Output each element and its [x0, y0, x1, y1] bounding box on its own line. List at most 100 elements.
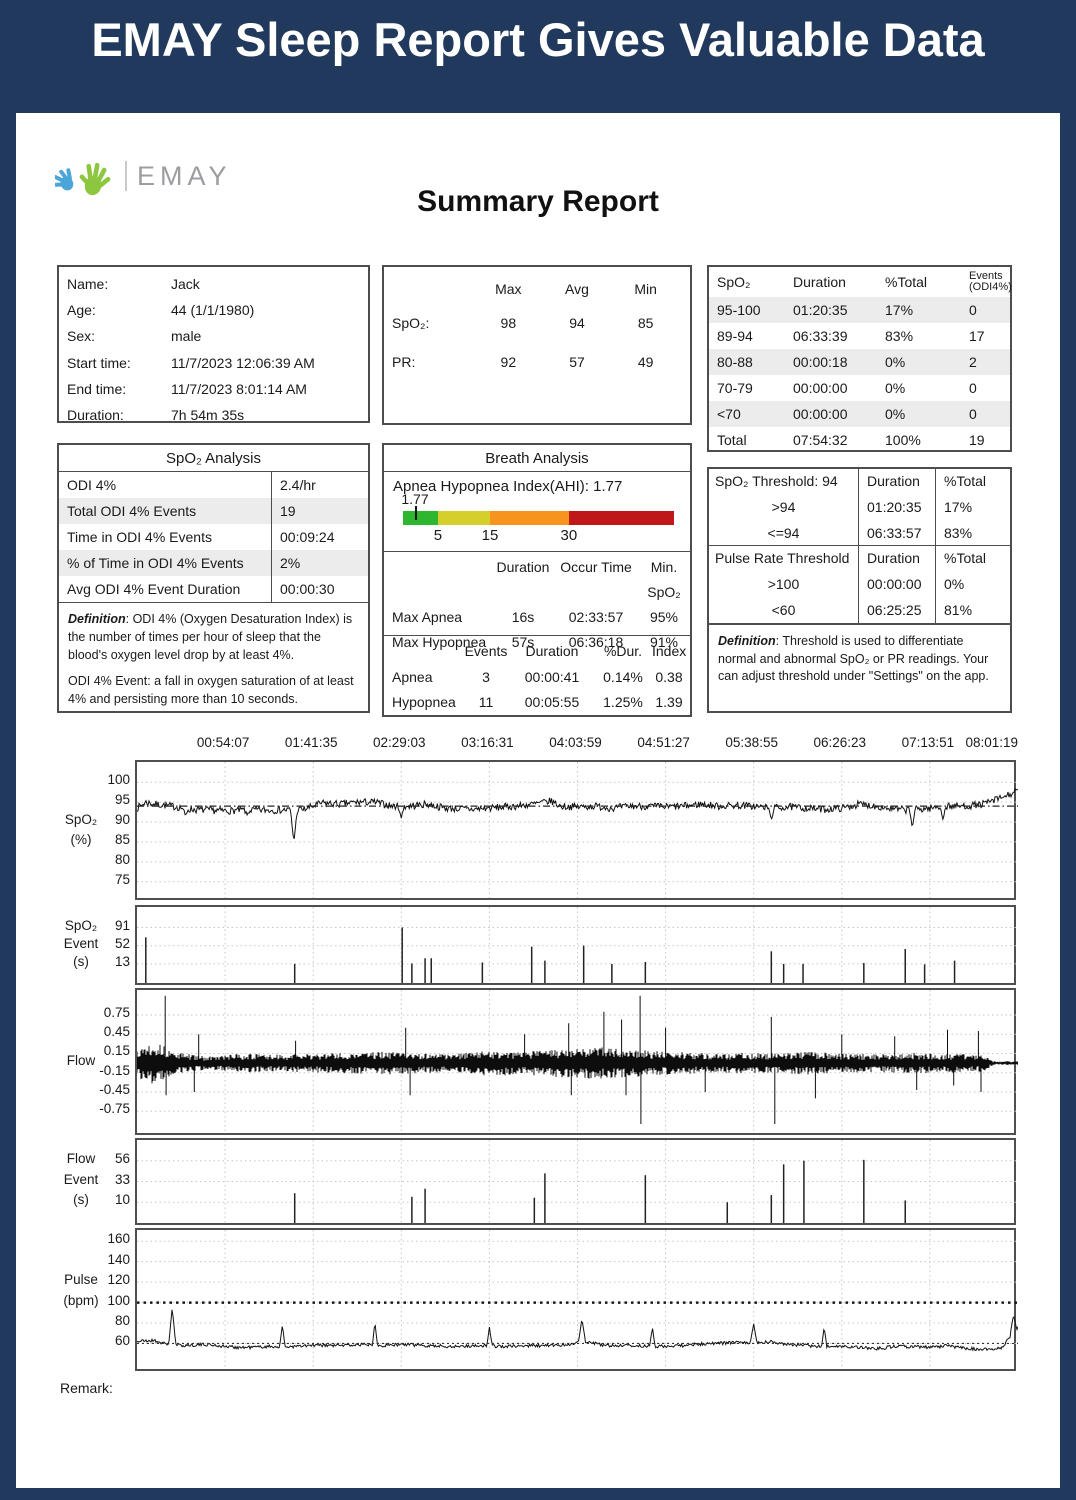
patient-field-label: Sex:: [67, 328, 96, 345]
thr-header-total: %Total: [944, 473, 987, 489]
dist-cell: 00:00:00: [793, 380, 848, 396]
logo-brand-text: EMAY: [137, 160, 232, 191]
ahi-scale-segment: [489, 511, 569, 525]
analysis-row-label: Avg ODI 4% Event Duration: [67, 581, 241, 597]
logo-divider: [125, 161, 127, 191]
y-tick-label: 60: [114, 1333, 130, 1349]
patient-field-value: Jack: [171, 276, 200, 292]
analysis-row-label: Time in ODI 4% Events: [67, 529, 212, 545]
patient-field-label: Name:: [67, 276, 109, 292]
chart-plot-flow: [135, 988, 1018, 1135]
analysis-row-value: 00:09:24: [271, 524, 368, 550]
dist-cell: 0: [969, 302, 977, 318]
ahi-scale-tick-label: 30: [560, 527, 578, 544]
y-tick-label: 85: [114, 831, 130, 847]
thr-row-duration: 00:00:00: [859, 572, 936, 598]
thr-row-range: >94: [709, 494, 859, 521]
time-axis-label: 06:26:23: [813, 735, 867, 750]
dist-table-row: 80-88 00:00:18 0% 2: [709, 349, 1010, 375]
time-axis-label: 00:54:07: [196, 735, 250, 750]
chart-gutter-spo2-trend: SpO₂ (%) 100 95 90 85 80 75: [60, 760, 135, 900]
thr-row-total: 17%: [944, 498, 973, 515]
y-tick-label: 52: [114, 935, 130, 951]
dist-cell: 0%: [885, 354, 906, 370]
chart-gutter-spo2-events: SpO₂ Event (s) 91 52 13: [60, 905, 135, 985]
emay-logo-hands-icon: [55, 162, 111, 196]
dist-cell: <70: [717, 406, 741, 422]
spo2-analysis-title: SpO₂ Analysis: [59, 445, 368, 472]
analysis-row: Avg ODI 4% Event Duration 00:00:30: [59, 576, 368, 602]
dist-cell: 17: [969, 328, 985, 344]
y-tick-label: 0.15: [103, 1043, 130, 1059]
vitals-spo2-avg: 94: [569, 315, 585, 331]
analysis-row: Time in ODI 4% Events 00:09:24: [59, 524, 368, 550]
y-tick-label: 10: [114, 1192, 130, 1208]
chart-plot-pulse: [135, 1228, 1018, 1371]
chart-panel-spo2-events: SpO₂ Event (s) 91 52 13: [60, 905, 1032, 985]
ahi-scale-segment: [437, 511, 490, 525]
panel-name-label: Flow: [66, 1053, 96, 1069]
y-tick-label: 33: [114, 1171, 130, 1187]
time-axis-label: 01:41:35: [284, 735, 338, 750]
thr-row-total: 83%: [936, 521, 1010, 547]
spo2-distribution-box: SpO₂ Duration %Total Events (ODI4%) 95-1…: [707, 265, 1012, 452]
maxt-header-minspo2: Min. SpO₂: [647, 559, 681, 600]
patient-row: Start time: 11/7/2023 12:06:39 AM: [59, 350, 368, 376]
thr-header-duration: Duration: [859, 469, 936, 495]
dist-cell: 95-100: [717, 302, 761, 318]
time-axis-label: 03:16:31: [461, 735, 514, 750]
y-tick-label: 91: [114, 917, 130, 933]
y-tick-label: 13: [114, 953, 130, 969]
patient-row: End time: 11/7/2023 8:01:14 AM: [59, 376, 368, 402]
analysis-row-label: Total ODI 4% Events: [67, 503, 197, 519]
breath-analysis-title: Breath Analysis: [384, 445, 690, 472]
spo2-analysis-box: SpO₂ Analysis ODI 4% 2.4/hr Total ODI 4% E…: [57, 443, 370, 713]
ahi-label: Apnea Hypopnea Index(AHI): 1.77: [393, 478, 623, 495]
analysis-row-value: 2%: [271, 550, 368, 576]
time-axis-label: 08:01:19: [965, 735, 1018, 750]
chart-panel-flow: Flow 0.75 0.45 0.15 -0.15 -0.45 -0.75: [60, 988, 1032, 1135]
spo2-analysis-definition: Definition: ODI 4% (Oxygen Desaturation …: [59, 602, 368, 709]
panel-name-label: Flow: [66, 1150, 96, 1166]
dist-cell: 01:20:35: [793, 302, 848, 318]
ahi-scale-segment: [568, 511, 674, 525]
patient-row: Duration: 7h 54m 35s: [59, 402, 368, 428]
ahi-scale-bar: [403, 511, 674, 525]
vitals-spo2-min: 85: [637, 315, 654, 331]
chart-panel-flow-events: Flow Event (s) 56 33 10: [60, 1138, 1032, 1225]
patient-row: Name: Jack: [59, 271, 368, 297]
vitals-pr-avg: 57: [569, 354, 585, 370]
analysis-row: % of Time in ODI 4% Events 2%: [59, 550, 368, 576]
thr-row-total: 81%: [936, 598, 1010, 624]
panel-name-label: Event: [63, 1171, 99, 1187]
dist-cell: 83%: [885, 328, 914, 344]
chart-gutter-pulse: Pulse (bpm) 160 140 120 100 80 60: [60, 1228, 135, 1371]
y-tick-label: -0.45: [99, 1081, 130, 1097]
dist-table-row: 89-94 06:33:39 83% 17: [709, 323, 1010, 349]
dist-cell: Total: [717, 432, 747, 448]
dist-cell: 89-94: [717, 328, 753, 344]
time-axis-label: 02:29:03: [373, 735, 426, 750]
ahi-scale-tick-label: 5: [433, 527, 443, 544]
breath-analysis-box: Breath Analysis Apnea Hypopnea Index(AHI…: [382, 443, 692, 717]
thresholds-definition: Definition: Threshold is used to differe…: [709, 623, 1010, 686]
dist-header-total: %Total: [885, 274, 928, 290]
y-tick-label: 100: [107, 1292, 130, 1308]
y-tick-label: 80: [114, 851, 130, 867]
analysis-row-value: 00:00:30: [271, 576, 368, 602]
patient-field-label: Duration:: [67, 407, 124, 424]
thr-header-total: %Total: [944, 550, 987, 567]
patient-row: Sex: male: [59, 323, 368, 349]
thr-row-range: <60: [709, 597, 859, 624]
y-tick-label: 75: [114, 871, 130, 887]
y-tick-label: 0.45: [103, 1024, 130, 1040]
spo2-distribution-header: SpO₂ Duration %Total Events (ODI4%): [709, 267, 1012, 297]
evt-header-dur: %Dur.: [603, 643, 643, 659]
dist-table-row: 70-79 00:00:00 0% 0: [709, 375, 1010, 401]
report-page: EMAY Summary Report Name: Jack Age: 44 (1/1…: [16, 113, 1060, 1488]
vitals-row-pr-label: PR:: [392, 354, 416, 370]
chart-plot-spo2-events: [135, 905, 1018, 985]
patient-field-label: Age:: [67, 302, 96, 319]
dist-cell: 00:00:00: [793, 406, 848, 422]
dist-table-row: Total 07:54:32 100% 19: [709, 427, 1010, 453]
